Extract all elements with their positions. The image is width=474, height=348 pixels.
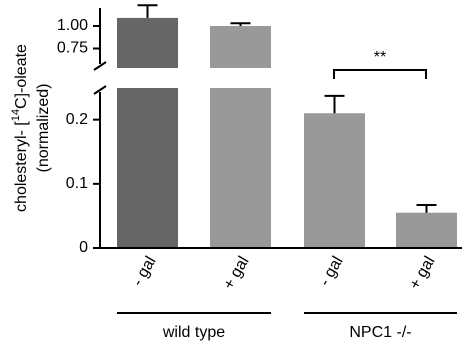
error-bar	[230, 22, 251, 26]
bar	[117, 88, 178, 248]
error-bar	[416, 204, 437, 213]
significance-bracket	[333, 69, 427, 79]
bar	[210, 26, 271, 68]
bar	[117, 17, 178, 68]
y-tick-label: 1.00	[57, 17, 88, 34]
error-bar	[324, 94, 345, 114]
y-label-suffix: C]-oleate	[13, 44, 30, 109]
y-axis-label: cholesteryl- [14C]-oleate	[10, 44, 30, 212]
y-label-sup: 14	[10, 109, 22, 121]
y-label-prefix: cholesteryl- [	[13, 121, 30, 212]
y-tick-label: 0.2	[66, 111, 88, 128]
bar	[304, 113, 365, 248]
y-axis-label-2: (normalized)	[35, 84, 52, 173]
x-tick-label: - gal	[129, 254, 159, 289]
y-tick-label: 0	[79, 239, 88, 256]
bar	[396, 212, 457, 248]
axis-break	[93, 61, 107, 95]
group-label: NPC1 -/-	[349, 324, 411, 341]
y-tick-label: 0.75	[57, 40, 88, 57]
significance-label: **	[374, 49, 386, 66]
group-label: wild type	[162, 324, 225, 341]
x-tick-label: + gal	[406, 254, 438, 293]
bar	[210, 88, 271, 248]
x-tick-label: - gal	[316, 254, 346, 289]
y-tick-label: 0.1	[66, 175, 88, 192]
error-bar	[137, 4, 158, 18]
x-tick-label: + gal	[220, 254, 252, 293]
